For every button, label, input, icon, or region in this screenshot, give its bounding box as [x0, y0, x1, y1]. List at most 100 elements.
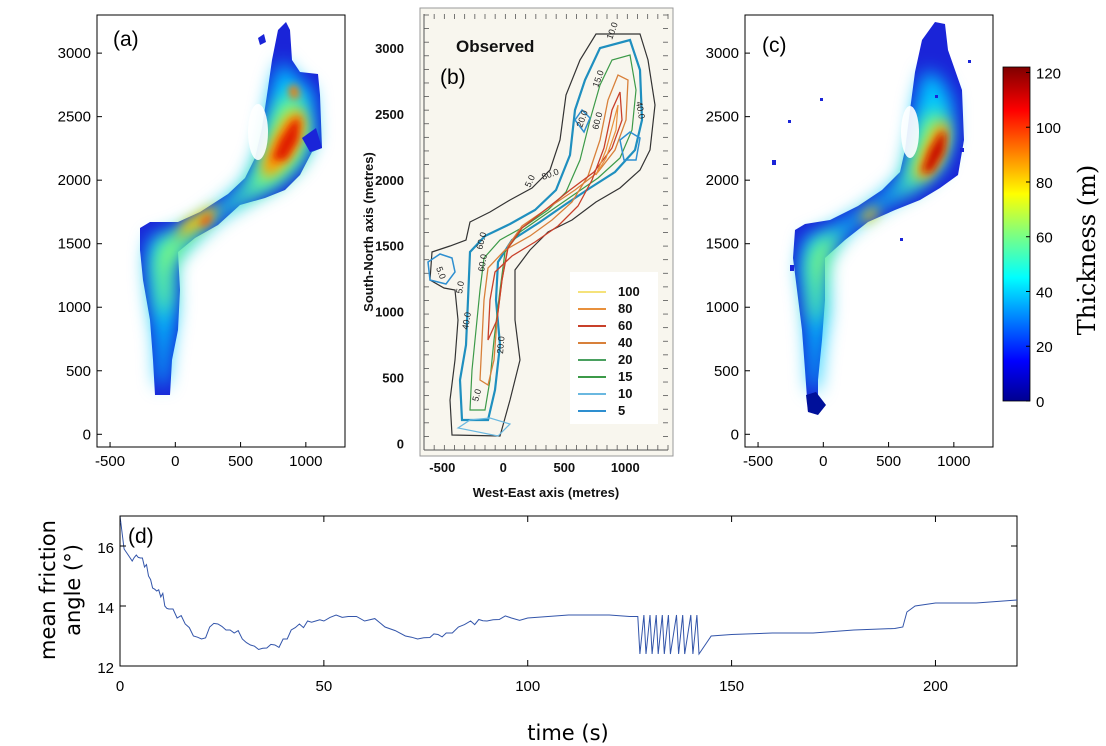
panel-c-y-tick-label: 0: [731, 426, 739, 443]
panel-d-label: (d): [128, 525, 154, 548]
panel-a-heatmap: [140, 22, 322, 395]
panel-b-legend-label: 15: [618, 369, 632, 384]
panel-d-frame: [119, 515, 1018, 667]
panel-c-x-tick-label: 1000: [937, 453, 970, 470]
panel-d-y-tick-label: 16: [97, 540, 114, 557]
colorbar-tick-label: 60: [1036, 230, 1053, 247]
colorbar-tick-label: 80: [1036, 175, 1053, 192]
panel-b-x-tick-label: 500: [553, 460, 575, 475]
panel-b-contour-label: 5.0: [470, 388, 483, 403]
panel-b-legend-label: 40: [618, 335, 632, 350]
panel-a-y-tick-label: 500: [66, 363, 91, 380]
panel-d-y-tick-label: 14: [97, 600, 114, 617]
panel-b-contours: [427, 33, 656, 437]
panel-d-x-tick-label: 200: [923, 678, 948, 695]
panel-d-y-label-line2: angle (°): [61, 544, 85, 636]
panel-b-y-axis: 0 500 1000 1500 2000 2500 3000: [375, 41, 404, 451]
panel-c-y-tick-label: 1000: [706, 299, 739, 316]
panel-b-x-tick-label: -500: [429, 460, 455, 475]
panel-b-x-label: West-East axis (metres): [473, 485, 619, 500]
panel-a-y-tick-label: 1500: [58, 236, 91, 253]
panel-b-contour-label: 5.0: [434, 265, 448, 280]
panel-a-y-tick-label: 2000: [58, 172, 91, 189]
panel-a-x-tick-label: 1000: [289, 453, 322, 470]
colorbar: 0 20 40 60 80 100 120 Thickness (m): [1002, 65, 1101, 411]
panel-c-y-tick-label: 3000: [706, 45, 739, 62]
panel-d-y-label-line1: mean friction: [36, 520, 60, 660]
panel-b-legend-box: [570, 272, 658, 424]
panel-a-y-tick-label: 3000: [58, 45, 91, 62]
panel-c-x-tick-label: 0: [819, 453, 827, 470]
panel-b-legend-label: 80: [618, 301, 632, 316]
panel-b-contour-label: 20.0: [495, 336, 506, 354]
panel-b: Observed (b) 10.015.040.060.080.05.020.0…: [361, 7, 674, 500]
colorbar-tick-label: 120: [1036, 65, 1061, 82]
panel-b-title: Observed: [456, 37, 534, 56]
panel-b-legend-label: 5: [618, 403, 625, 418]
colorbar-tick-label: 100: [1036, 120, 1061, 137]
panel-d-x-label: time (s): [527, 721, 608, 745]
panel-b-x-tick-label: 1000: [611, 460, 640, 475]
panel-a-label: (a): [113, 28, 139, 51]
panel-b-legend-label: 20: [618, 352, 632, 367]
panel-d-x-tick-label: 150: [719, 678, 744, 695]
panel-b-contour-label: 60.0: [476, 253, 489, 272]
panel-d-y-axis: 12 14 16: [97, 540, 1017, 677]
panel-c-heatmap: [772, 22, 971, 415]
panel-c-y-tick-label: 2500: [706, 109, 739, 126]
panel-b-legend-label: 100: [618, 284, 640, 299]
panel-b-legend-label: 10: [618, 386, 632, 401]
panel-a-x-tick-label: 0: [171, 453, 179, 470]
panel-b-contour-label: 5.0: [454, 280, 466, 294]
panel-b-contour-label: 40.0: [634, 101, 647, 120]
colorbar-ticks: 0 20 40 60 80 100 120: [1026, 65, 1061, 411]
panel-b-contour-legend: 100 80 60 40 20 15 10 5: [578, 284, 640, 418]
panel-a-y-axis: 0 500 1000 1500 2000 2500 3000: [58, 45, 102, 443]
panel-a-y-tick-label: 2500: [58, 109, 91, 126]
panel-b-y-tick-label: 3000: [375, 41, 404, 56]
panel-a-y-tick-label: 1000: [58, 299, 91, 316]
panel-b-x-tick-label: 0: [500, 460, 507, 475]
panel-a-x-tick-label: -500: [95, 453, 125, 470]
panel-b-x-axis: -500 0 500 1000: [429, 460, 639, 475]
panel-d-x-tick-label: 100: [515, 678, 540, 695]
panel-c-x-axis: -500 0 500 1000: [743, 442, 971, 470]
panel-c-x-tick-label: 500: [876, 453, 901, 470]
panel-c-y-tick-label: 500: [714, 363, 739, 380]
colorbar-label: Thickness (m): [1073, 165, 1101, 336]
panel-c-y-tick-label: 2000: [706, 172, 739, 189]
panel-c-x-tick-label: -500: [743, 453, 773, 470]
panel-a-x-axis: -500 0 500 1000: [95, 442, 323, 470]
panel-b-contour-label: 60.0: [474, 231, 488, 251]
panel-d-x-tick-label: 0: [116, 678, 124, 695]
colorbar-tick-label: 20: [1036, 339, 1053, 356]
panel-b-tick-marks: [423, 14, 669, 451]
panel-b-y-tick-label: 2500: [375, 107, 404, 122]
panel-b-y-tick-label: 1500: [375, 239, 404, 254]
panel-b-y-tick-label: 2000: [375, 173, 404, 188]
panel-c-y-axis: 0 500 1000 1500 2000 2500 3000: [706, 45, 750, 443]
panel-b-y-tick-label: 500: [382, 371, 404, 386]
panel-c-y-tick-label: 1500: [706, 236, 739, 253]
friction-angle-series-line: [119, 515, 1018, 656]
panel-d-x-axis: 0 50 100 150 200: [116, 516, 948, 695]
panel-d-y-tick-label: 12: [97, 660, 114, 677]
panel-b-contour-label: 40.0: [460, 311, 473, 330]
panel-b-legend-label: 60: [618, 318, 632, 333]
colorbar-tick-label: 0: [1036, 394, 1044, 411]
panel-d-plot: [119, 515, 1018, 656]
panel-d: 12 14 16 0 50 100 150 200 (d) time (s) mean fr…: [36, 515, 1018, 745]
panel-c-label: (c): [762, 34, 787, 57]
panel-b-y-label: South-North axis (metres): [361, 152, 376, 312]
panel-b-contour-label: 60.0: [590, 111, 604, 131]
panel-b-y-tick-label: 0: [397, 436, 404, 451]
panel-b-y-tick-label: 1000: [375, 305, 404, 320]
panel-b-contour-labels: 10.015.040.060.080.05.020.060.060.040.05…: [434, 21, 647, 403]
colorbar-gradient: [1002, 66, 1031, 402]
panel-b-label: (b): [440, 66, 466, 89]
colorbar-tick-label: 40: [1036, 284, 1053, 301]
panel-b-contour-label: 5.0: [523, 173, 537, 189]
